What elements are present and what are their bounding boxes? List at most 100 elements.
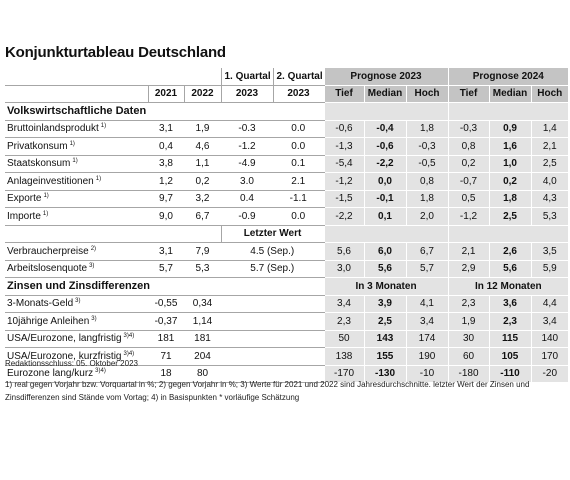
table-cell: 3.0 (221, 172, 273, 191)
table-cell: 0,1 (363, 207, 406, 226)
table-cell: 2023 (220, 85, 273, 103)
table-cell: 2,3 (488, 312, 532, 331)
table-cell (5, 68, 148, 86)
table-cell: 2,0 (405, 207, 449, 226)
table-cell (5, 225, 148, 243)
table-cell: Exporte 1) (5, 190, 148, 208)
table-cell: 5,6 (363, 260, 406, 278)
table-cell: 4,1 (405, 295, 449, 313)
table-cell: 71 (148, 347, 184, 366)
table-cell: 0.4 (221, 190, 273, 208)
table-cell: 9,7 (148, 190, 184, 208)
row-label: USA/Eurozone, kurzfristig (7, 350, 122, 362)
footnote-ref: 3)4) (95, 368, 106, 375)
table-cell: 5,3 (184, 260, 221, 278)
table-cell: -0,5 (405, 155, 449, 173)
footnote-ref: 3) (91, 315, 97, 322)
table-cell: 140 (530, 330, 569, 348)
table-cell (273, 330, 324, 348)
table-row: Staatskonsum 1) 3,8 1,1 -4.9 0.1 -5,4 -2,2 -0,5 0… (5, 155, 569, 173)
table-cell: 1,4 (530, 120, 569, 138)
table-cell: 2,3 (447, 295, 490, 313)
table-cell: -20 (530, 365, 569, 383)
table-cell: -130 (363, 365, 406, 383)
editorial-deadline: Redaktionsschluss: 05. Oktober 2023 (5, 359, 138, 368)
table-cell: 2. Quartal (272, 68, 324, 86)
table-cell: 5,3 (530, 207, 569, 226)
row-label: Staatskonsum (7, 158, 71, 170)
table-cell: 10jährige Anleihen 3) (5, 312, 148, 331)
table-row: Importe 1) 9,0 6,7 -0.9 0.0 -2,2 0,1 2,0 -1,2 2,5 5… (5, 207, 569, 226)
table-cell (447, 225, 569, 243)
table-cell (184, 225, 221, 243)
table-cell: 0,2 (488, 172, 532, 191)
table-cell: 80 (184, 365, 221, 383)
table-cell: 2022 (183, 85, 221, 103)
table-cell: Volkswirtschaftliche Daten (5, 102, 324, 121)
footnote-ref: 3) (89, 263, 95, 270)
table-cell: 1,0 (488, 155, 532, 173)
table-cell: 2,6 (488, 242, 532, 261)
table-cell: 5.7 (Sep.) (221, 260, 324, 278)
table-row: Volkswirtschaftliche Daten (5, 102, 569, 121)
table-cell: 174 (405, 330, 449, 348)
table-cell: -0.3 (221, 120, 273, 138)
table-cell: -1,2 (447, 207, 490, 226)
table-cell: -0,6 (363, 137, 406, 156)
table-cell: -1,5 (323, 190, 364, 208)
footnote-ref: 1) (69, 140, 75, 147)
footnote-ref: 1) (43, 193, 49, 200)
table-cell: 2023 (272, 85, 324, 103)
table-cell: -0,4 (363, 120, 406, 138)
row-label: Importe (7, 210, 41, 222)
table-row: 2021 2022 2023 2023 Tief Median Hoch Tief Median… (5, 85, 569, 103)
table-cell: Letzter Wert (220, 225, 324, 243)
table-cell (447, 102, 569, 121)
table-cell: Anlageinvestitionen 1) (5, 172, 148, 191)
title: Konjunkturtableau Deutschland (5, 44, 226, 61)
table-cell: 0,2 (447, 155, 490, 173)
table-cell: 50 (323, 330, 364, 348)
table-cell: 0,34 (184, 295, 221, 313)
table-cell: 3,1 (148, 242, 184, 261)
table-cell: -0.9 (221, 207, 273, 226)
table-cell: 3,4 (323, 295, 364, 313)
table-cell: Median (363, 85, 406, 103)
table-cell: 204 (184, 347, 221, 366)
table-cell: 115 (488, 330, 532, 348)
table-cell: 6,7 (405, 242, 449, 261)
table-cell: In 3 Monaten (323, 277, 449, 296)
footnote-ref: 3)4) (123, 350, 135, 357)
table-row: Verbraucherpreise 2) 3,1 7,9 4.5 (Sep.) 5,6 6,… (5, 242, 569, 261)
table-row: Arbeitslosenquote 3) 5,7 5,3 5.7 (Sep.) 3,0 5,… (5, 260, 569, 278)
table-cell: -0,3 (447, 120, 490, 138)
table-cell: 2,3 (323, 312, 364, 331)
table-cell: Tief (323, 85, 364, 103)
table-cell: 3,9 (363, 295, 406, 313)
row-label: Anlageinvestitionen (7, 175, 94, 187)
table-cell: 0,5 (447, 190, 490, 208)
table-cell: 105 (488, 347, 532, 366)
table-cell: Hoch (405, 85, 449, 103)
table-row: Eurozone lang/kurz 3)4) 18 80 -170 -130 -10 -18… (5, 365, 569, 383)
table-cell: Prognose 2024 (447, 68, 569, 86)
table-cell: 5,9 (530, 260, 569, 278)
table-cell: 9,0 (148, 207, 184, 226)
table-row: USA/Eurozone, langfristig 3)4) 181 181 50 143… (5, 330, 569, 348)
table-cell: 4,4 (530, 295, 569, 313)
table-cell: 5,6 (323, 242, 364, 261)
table-cell: 4,3 (530, 190, 569, 208)
table-cell: 5,7 (405, 260, 449, 278)
table-cell: -0,7 (447, 172, 490, 191)
table-cell (221, 347, 273, 366)
table-cell: 3,0 (323, 260, 364, 278)
table-cell: Staatskonsum 1) (5, 155, 148, 173)
table-cell: -4.9 (221, 155, 273, 173)
table-cell: 1,14 (184, 312, 221, 331)
table-cell (323, 225, 449, 243)
table-cell: -170 (323, 365, 364, 383)
table: 1. Quartal 2. Quartal Prognose 2023 Prognos… (5, 68, 569, 383)
row-label: Eurozone lang/kurz (7, 368, 94, 380)
table-cell (273, 347, 324, 366)
table-cell: Bruttoinlandsprodukt 1) (5, 120, 148, 138)
